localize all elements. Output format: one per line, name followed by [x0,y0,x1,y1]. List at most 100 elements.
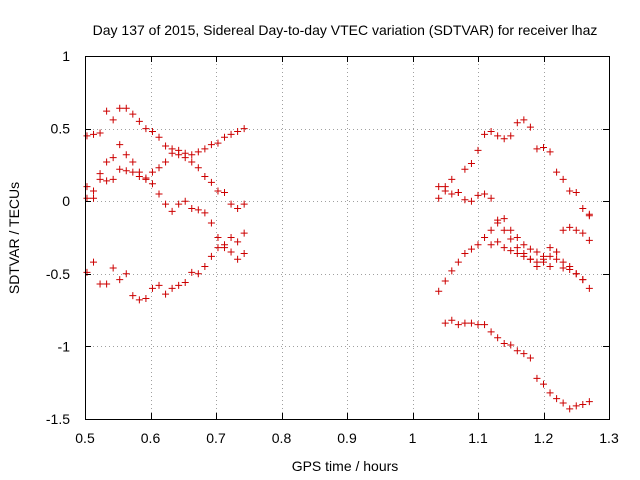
data-point [122,270,130,278]
data-point [109,175,117,183]
data-point [520,241,528,249]
data-point [487,328,495,336]
y-tick-label: -1 [58,338,71,354]
data-point [214,187,222,195]
data-point [227,234,235,241]
data-point [83,194,91,202]
data-point [533,374,541,382]
data-point [162,158,170,166]
data-point [122,167,130,175]
x-axis-label: GPS time / hours [292,458,399,474]
data-point [513,249,521,257]
data-point [96,129,104,137]
data-point [188,268,196,276]
x-tick-label: 0.9 [337,430,357,446]
data-point [155,190,163,198]
data-point [448,316,456,324]
data-point [214,139,222,147]
data-point [240,200,248,208]
data-point [435,194,443,202]
data-point [572,188,580,196]
data-point [175,281,183,289]
y-tick-label: 1 [62,48,70,64]
data-point [494,216,502,224]
data-point [103,280,111,288]
data-point [103,107,111,115]
data-point [221,188,229,196]
data-point [481,190,489,198]
data-point [175,200,183,208]
data-point [474,146,482,154]
x-tick-label: 0.6 [141,430,161,446]
data-point [207,178,215,186]
data-point [467,159,475,167]
data-point [546,252,554,260]
data-point [129,158,137,166]
data-point [585,236,593,244]
data-point [500,244,508,252]
data-point [520,350,528,358]
data-point [234,238,242,246]
data-point [526,255,534,263]
x-tick-label: 1 [409,430,417,446]
data-point [116,141,124,149]
data-point [148,180,156,188]
data-point [201,263,209,271]
data-point [194,148,202,156]
data-point [207,219,215,227]
data-point [181,149,189,157]
data-point [175,146,183,154]
data-point [181,279,189,287]
data-point [162,200,170,208]
data-point [553,248,561,256]
data-point [507,341,515,349]
data-point [566,187,574,195]
data-point [103,177,111,185]
data-point [194,270,202,278]
data-point [572,402,580,410]
data-point [207,252,215,260]
data-point [148,284,156,292]
data-point [566,405,574,413]
data-point [566,265,574,273]
data-point [194,206,202,214]
data-point [513,347,521,355]
data-point [148,128,156,136]
data-point [540,143,547,151]
y-tick-label: 0.5 [51,121,71,137]
data-point [494,334,502,342]
data-point [461,249,469,257]
data-point [201,173,209,181]
plot-frame [85,56,610,420]
data-point [142,294,150,302]
data-point [553,168,561,176]
data-point [448,267,456,275]
data-point [572,226,580,234]
data-point [579,400,587,408]
data-point [507,226,515,234]
axis-ticks: 0.5 0.6 0.7 0.8 0.9 1 1.1 1.2 1.3 1 0.5 0 -0.5 -1 -1.5 [46,48,619,446]
data-point [474,241,482,249]
data-point [201,209,209,217]
data-point [116,276,124,284]
data-point [221,133,229,141]
data-point [585,284,593,292]
data-point [135,117,143,125]
data-point [467,197,475,205]
grid [85,56,609,419]
data-point [507,235,515,243]
data-point [579,204,587,212]
data-point [540,380,547,388]
x-tick-label: 0.5 [75,430,95,446]
y-tick-label: -0.5 [46,266,70,282]
data-point [240,125,248,133]
data-point [520,116,528,124]
data-point [494,132,502,140]
data-point [221,244,229,252]
data-point [546,148,554,156]
data-point [214,244,222,252]
data-point [129,168,137,176]
data-point [162,290,170,298]
data-point [461,319,469,327]
